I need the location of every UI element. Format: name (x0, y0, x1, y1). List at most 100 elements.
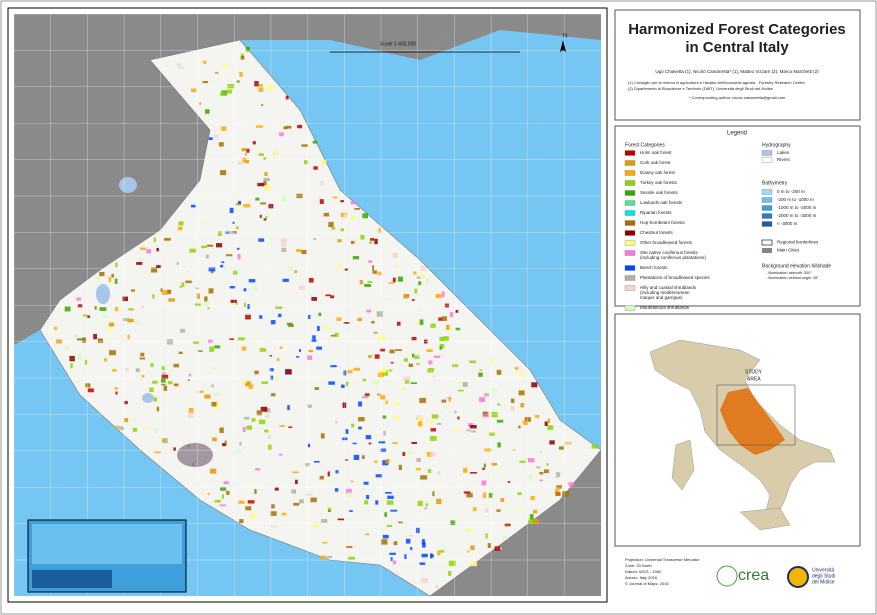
legend-label: -200 m to -1000 m (777, 197, 814, 202)
forest-patch (415, 467, 421, 471)
legend-label: Downy oak forest (640, 170, 676, 175)
legend-label: Turkey oak forests (640, 180, 678, 185)
forest-patch (217, 231, 222, 236)
forest-patch (115, 425, 120, 429)
forest-patch (357, 317, 362, 322)
lake (96, 284, 110, 304)
forest-patch (267, 85, 274, 91)
forest-patch (351, 423, 355, 428)
forest-patch (346, 488, 352, 494)
legend-label: Sessile oak forests (640, 190, 679, 195)
legend-swatch (761, 213, 773, 219)
forest-patch (245, 381, 251, 387)
forest-patch (187, 412, 194, 418)
forest-patch (328, 510, 331, 512)
forest-patch (153, 397, 158, 402)
forest-patch (198, 350, 203, 352)
forest-patch (238, 500, 245, 504)
forest-patch (220, 487, 227, 491)
forest-patch (311, 524, 319, 528)
forest-patch (167, 381, 173, 385)
forest-patch (411, 336, 417, 341)
forest-patch (484, 508, 489, 513)
forest-patch (416, 275, 421, 279)
forest-patch (343, 322, 350, 324)
forest-patch (466, 493, 473, 498)
forest-patch (301, 250, 307, 255)
forest-patch (332, 196, 338, 199)
legend-label: Hilly and coastal shrublands (640, 285, 697, 290)
forest-patch (97, 341, 104, 343)
forest-patch (140, 305, 144, 309)
study-area (720, 388, 785, 455)
forest-patch (411, 441, 417, 444)
forest-patch (463, 491, 471, 494)
forest-patch (194, 303, 201, 307)
forest-patch (393, 541, 398, 546)
forest-patch (390, 557, 393, 562)
forest-patch (259, 315, 263, 319)
sardinia (671, 439, 695, 491)
forest-patch (151, 267, 158, 273)
forest-patch (366, 494, 370, 500)
forest-patch (322, 160, 327, 166)
forest-patch (281, 241, 287, 247)
forest-patch (191, 88, 197, 93)
forest-patch (245, 314, 251, 320)
legend-swatch (761, 157, 773, 163)
forest-patch (276, 357, 280, 362)
forest-patch (394, 416, 401, 420)
forest-patch (189, 248, 196, 253)
forest-patch (375, 474, 382, 478)
forest-patch (360, 234, 365, 240)
forest-patch (76, 338, 84, 341)
forest-patch (402, 451, 406, 456)
forest-patch (489, 432, 495, 436)
legend-swatch (624, 250, 636, 256)
forest-patch (294, 270, 298, 274)
forest-patch (173, 447, 176, 451)
forest-patch (539, 479, 543, 482)
forest-patch (467, 550, 470, 553)
corresponding-author: * Corresponding author: nicolo.camarrett… (689, 95, 786, 100)
forest-patch (237, 247, 240, 250)
forest-patch (496, 509, 501, 512)
forest-patch (74, 334, 77, 338)
forest-patch (376, 393, 381, 396)
forest-patch (87, 388, 94, 393)
forest-patch (388, 282, 395, 284)
forest-patch (307, 355, 313, 360)
forest-patch (397, 276, 403, 282)
forest-patch (288, 323, 294, 328)
forest-patch (448, 396, 451, 402)
forest-patch (325, 294, 331, 297)
forest-patch (260, 406, 268, 412)
forest-patch (419, 319, 424, 325)
lake (142, 393, 154, 403)
forest-patch (215, 71, 219, 74)
forest-patch (452, 364, 459, 368)
forest-patch (358, 401, 363, 407)
forest-patch (141, 375, 145, 378)
forest-patch (529, 514, 534, 520)
forest-patch (352, 256, 360, 260)
forest-patch (204, 301, 210, 307)
forest-patch (405, 378, 410, 384)
forest-patch (411, 299, 415, 301)
forest-patch (235, 226, 239, 230)
affiliation: (2) Dipartimento di Bioscienze e Territo… (628, 86, 774, 91)
forest-patch (349, 215, 355, 220)
forest-patch (314, 387, 319, 390)
map: Scale 1:400,000 N (13, 13, 602, 597)
forest-patch (359, 279, 363, 285)
forest-patch (114, 387, 119, 390)
forest-patch (420, 578, 428, 583)
legend-label: < -3000 m (777, 221, 798, 226)
forest-patch (229, 286, 236, 289)
forest-patch (394, 349, 402, 351)
forest-patch (324, 325, 330, 330)
forest-patch (392, 442, 398, 445)
forest-patch (334, 488, 339, 492)
forest-patch (232, 221, 235, 224)
